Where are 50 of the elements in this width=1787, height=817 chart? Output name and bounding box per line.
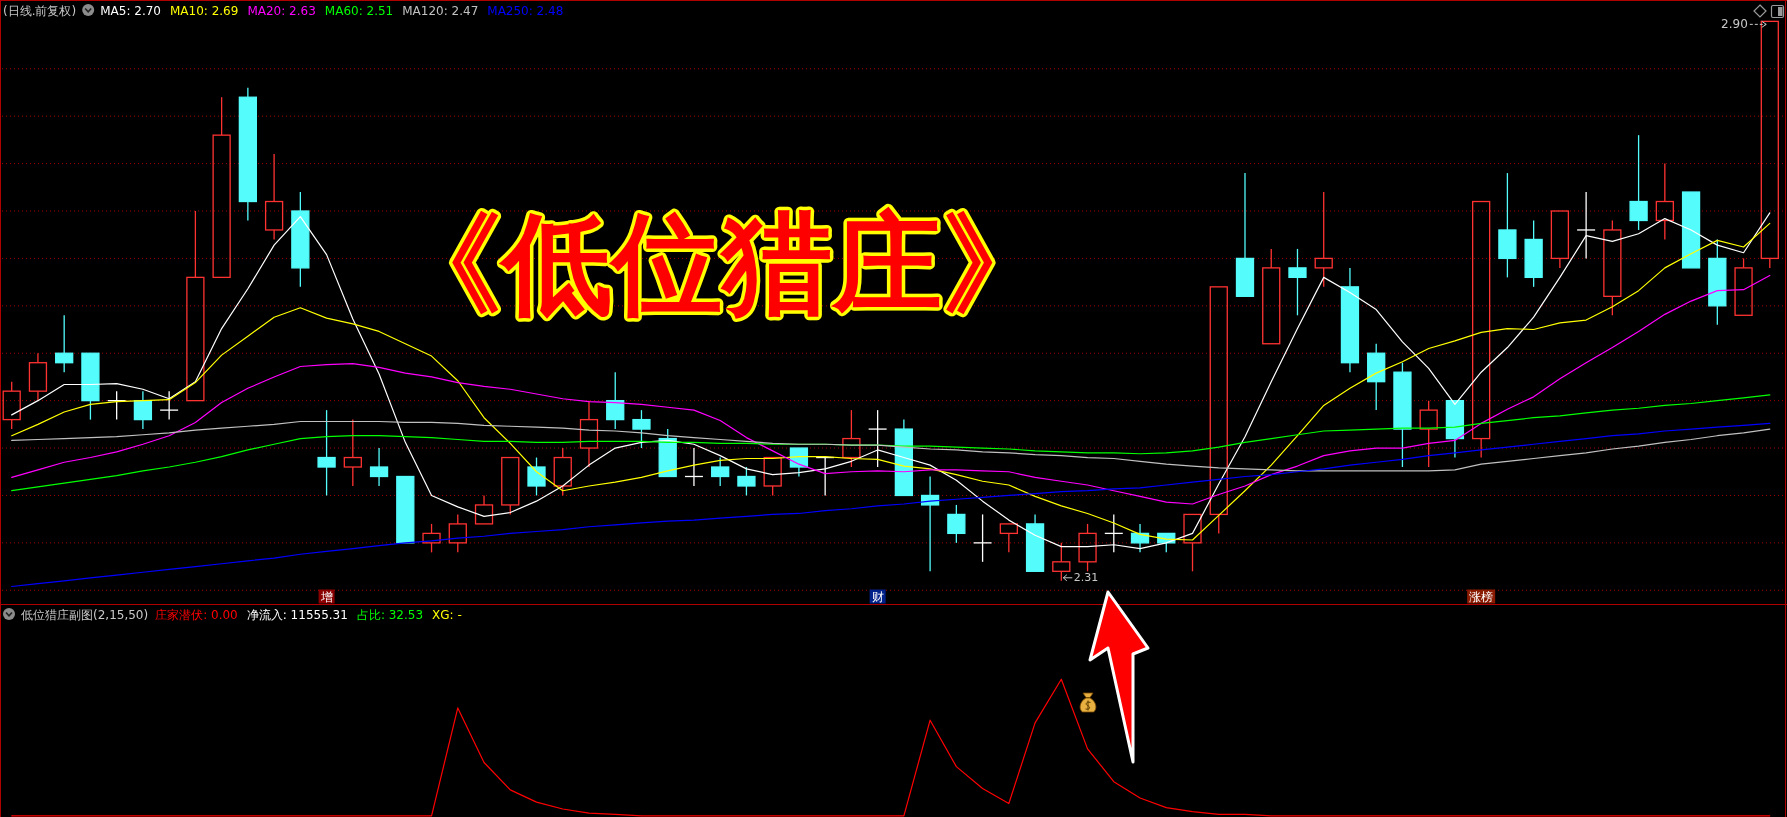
candlestick <box>1472 200 1491 459</box>
candlestick <box>1025 513 1045 572</box>
text: 占比: 32.53 <box>356 607 424 622</box>
candlestick <box>1655 162 1674 241</box>
candlestick <box>1708 238 1727 326</box>
annotation: 2.31 <box>1073 571 1099 585</box>
candlestick <box>343 418 362 487</box>
text: 净流入: 11555.31 <box>246 607 348 622</box>
text: 《低位猎庄》 <box>392 200 1052 328</box>
candlestick <box>1183 513 1202 572</box>
text: MA20: 2.63 <box>247 3 316 18</box>
candlestick <box>1340 267 1360 373</box>
text: MA250: 2.48 <box>487 3 564 18</box>
candlestick <box>867 409 888 468</box>
candlestick <box>291 191 310 288</box>
candlestick <box>317 409 336 497</box>
candlestick <box>238 87 258 222</box>
candlestick <box>474 494 494 525</box>
text: MA10: 2.69 <box>169 3 239 18</box>
annotation: 2.90 <box>1721 17 1748 32</box>
candlestick <box>159 390 179 421</box>
candlestick <box>212 96 231 279</box>
text: MA60: 2.51 <box>324 3 394 18</box>
candlestick <box>264 153 284 241</box>
candlestick <box>1130 523 1150 553</box>
candlestick <box>1445 399 1465 459</box>
candlestick <box>1209 286 1228 535</box>
candlestick <box>1235 172 1255 297</box>
candlestick <box>396 475 415 544</box>
candlestick <box>579 399 599 468</box>
chart-title: 低位猎庄副图(2,15,50) <box>21 607 149 622</box>
text: MA120: 2.47 <box>402 3 479 18</box>
candlestick <box>1681 191 1701 269</box>
candlestick <box>1288 248 1307 316</box>
candlestick <box>133 390 153 430</box>
candlestick <box>81 352 100 421</box>
candlestick <box>999 523 1018 553</box>
text: 庄家潜伏: 0.00 <box>155 607 238 622</box>
candlestick <box>894 418 914 497</box>
candlestick <box>28 352 48 402</box>
candlestick <box>186 210 205 402</box>
candlestick <box>1262 248 1281 345</box>
text: MA5: 2.70 <box>100 3 161 18</box>
candlestick <box>1550 210 1570 269</box>
candlestick <box>1314 191 1333 288</box>
candlestick <box>1498 172 1517 279</box>
candlestick <box>369 447 389 487</box>
text: XG: - <box>432 607 462 622</box>
chart-subtitle: (日线.前复权) <box>3 3 77 18</box>
candlestick <box>972 513 993 563</box>
